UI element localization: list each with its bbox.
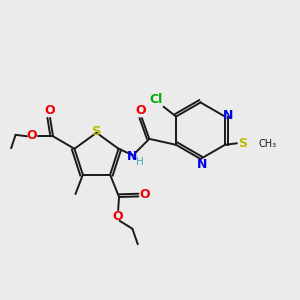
Text: CH₃: CH₃ <box>259 139 277 149</box>
Text: S: S <box>92 125 102 138</box>
Text: O: O <box>112 209 123 223</box>
Text: O: O <box>135 104 146 117</box>
Text: N: N <box>197 158 207 171</box>
Text: H: H <box>136 157 144 167</box>
Text: O: O <box>140 188 150 201</box>
Text: N: N <box>127 150 137 163</box>
Text: S: S <box>238 137 247 150</box>
Text: O: O <box>44 104 55 117</box>
Text: Cl: Cl <box>149 93 163 106</box>
Text: N: N <box>224 109 234 122</box>
Text: O: O <box>26 129 37 142</box>
